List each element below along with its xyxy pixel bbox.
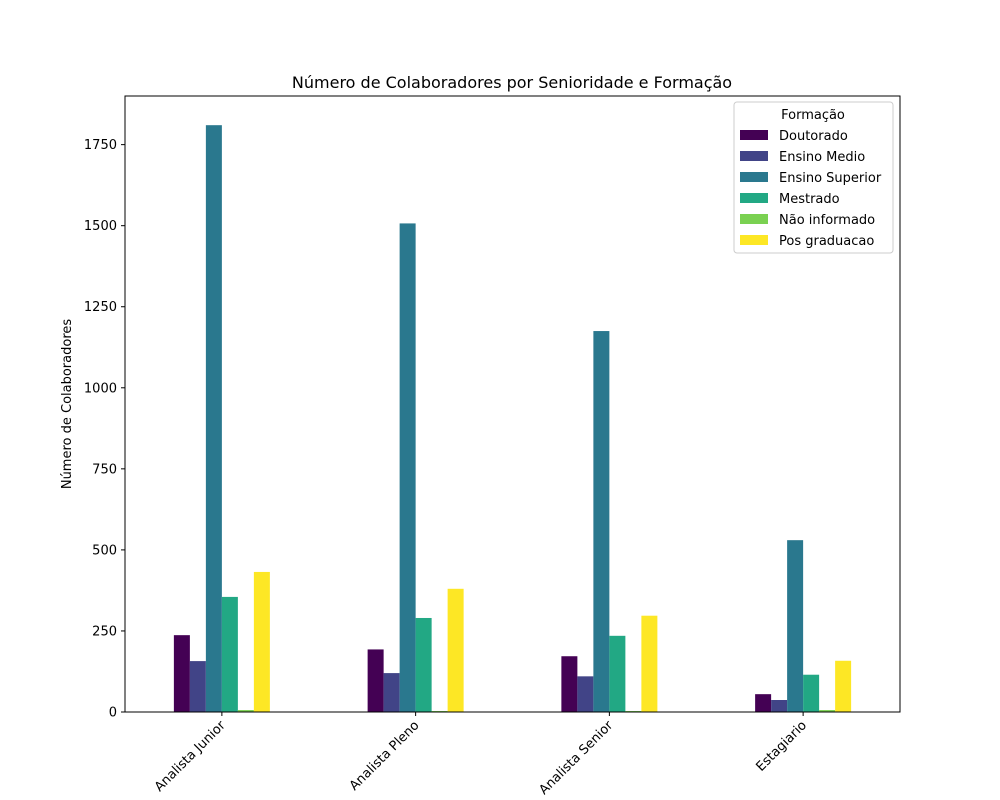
bar — [577, 676, 594, 712]
legend-entry: Ensino Medio — [779, 150, 865, 165]
bar — [189, 661, 206, 712]
y-tick-label: 1250 — [84, 300, 117, 315]
x-tick-label: Estagiario — [754, 718, 810, 774]
legend-swatch — [740, 214, 768, 224]
bar — [173, 635, 190, 712]
legend-swatch — [740, 193, 768, 203]
legend: Formação Doutorado Ensino Medio Ensino Sup… — [733, 101, 894, 254]
bar — [593, 331, 610, 712]
bar — [205, 125, 222, 712]
legend-entry: Ensino Superior — [779, 171, 882, 186]
y-tick-label: 750 — [92, 462, 117, 477]
y-tick-label: 500 — [92, 543, 117, 558]
y-axis-label: Número de Colaboradores — [60, 319, 75, 490]
legend-swatch — [740, 235, 768, 245]
x-tick-label: Analista Pleno — [347, 718, 423, 794]
bar — [367, 649, 384, 712]
y-tick-label: 1000 — [84, 381, 117, 396]
legend-box — [733, 101, 894, 254]
x-axis: Analista Junior Analista Pleno Analista Se… — [152, 712, 810, 798]
bar — [787, 540, 804, 712]
plot-frame — [124, 95, 901, 713]
bar — [771, 700, 788, 712]
y-tick-label: 250 — [92, 624, 117, 639]
legend-swatch — [740, 151, 768, 161]
legend-entry: Pos graduacao — [779, 234, 874, 249]
y-axis: 0 250 500 750 1000 1250 1500 1750 — [84, 138, 125, 721]
bar — [415, 617, 432, 712]
bar — [803, 674, 820, 712]
legend-swatch — [740, 172, 768, 182]
bar — [641, 615, 658, 712]
y-tick-label: 1500 — [84, 219, 117, 234]
bar — [755, 694, 772, 712]
legend-swatch — [740, 130, 768, 140]
bar — [221, 596, 238, 712]
x-tick-label: Analista Junior — [152, 718, 229, 795]
legend-entry: Mestrado — [779, 192, 840, 207]
bar — [399, 223, 416, 712]
legend-title: Formação — [781, 108, 845, 123]
bar — [561, 656, 578, 712]
bar — [253, 571, 270, 712]
chart-title: Número de Colaboradores por Senioridade … — [292, 73, 732, 92]
legend-entry: Doutorado — [779, 129, 848, 144]
y-tick-label: 1750 — [84, 138, 117, 153]
bars-layer — [173, 125, 852, 712]
legend-entry: Não informado — [779, 213, 875, 228]
bar — [447, 588, 464, 712]
bar — [609, 635, 626, 712]
bar — [835, 660, 852, 712]
bar — [819, 710, 836, 712]
x-tick-label: Analista Senior — [537, 718, 617, 798]
bar — [237, 710, 254, 712]
y-tick-label: 0 — [109, 706, 117, 721]
bar — [383, 673, 400, 712]
